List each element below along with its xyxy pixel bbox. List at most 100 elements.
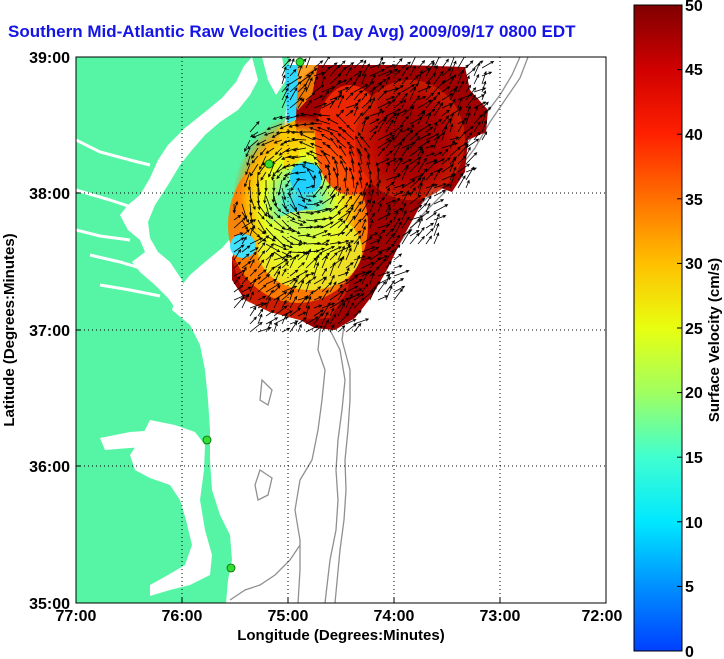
velocity-arrow bbox=[401, 98, 406, 109]
velocity-arrow bbox=[249, 291, 254, 301]
velocity-arrow bbox=[241, 245, 251, 253]
velocity-arrow bbox=[257, 241, 266, 253]
velocity-arrow bbox=[369, 251, 383, 261]
velocity-arrow bbox=[465, 167, 477, 173]
velocity-arrow bbox=[361, 181, 369, 197]
velocity-arrow bbox=[313, 225, 324, 229]
velocity-arrow bbox=[249, 195, 256, 211]
velocity-arrow bbox=[361, 92, 368, 101]
velocity-arrow bbox=[241, 276, 249, 285]
velocity-arrow bbox=[297, 98, 305, 109]
velocity-arrow bbox=[433, 102, 444, 117]
velocity-arrow bbox=[417, 140, 431, 149]
velocity-arrow bbox=[481, 101, 489, 109]
velocity-arrow bbox=[305, 257, 318, 269]
velocity-arrow bbox=[329, 307, 335, 317]
colorbar-tick-label: 25 bbox=[685, 321, 703, 338]
y-tick-labels: 39:00 38:00 37:00 36:00 35:00 bbox=[29, 50, 70, 613]
velocity-arrow bbox=[449, 136, 460, 141]
velocity-arrow bbox=[297, 251, 308, 261]
velocity-arrow bbox=[465, 146, 471, 157]
velocity-arrow bbox=[330, 137, 339, 149]
velocity-arrow bbox=[409, 135, 421, 149]
velocity-arrow bbox=[393, 285, 406, 293]
velocity-arrow bbox=[401, 164, 409, 181]
velocity-arrow bbox=[281, 312, 288, 325]
radar-station bbox=[295, 57, 305, 67]
colorbar-tick-label: 10 bbox=[685, 515, 703, 532]
velocity-arrow bbox=[353, 230, 362, 237]
velocity-arrow bbox=[281, 87, 289, 101]
velocity-arrow bbox=[271, 171, 275, 181]
velocity-arrow bbox=[329, 205, 339, 213]
velocity-arrow bbox=[285, 179, 291, 188]
velocity-arrow bbox=[376, 182, 380, 197]
velocity-arrow bbox=[433, 79, 446, 93]
velocity-arrow bbox=[281, 66, 287, 77]
velocity-arrow bbox=[273, 139, 283, 144]
velocity-arrow bbox=[457, 120, 465, 133]
velocity-arrow bbox=[257, 250, 266, 261]
velocity-arrow bbox=[276, 171, 283, 180]
velocity-arrow bbox=[249, 251, 257, 261]
velocity-arrow bbox=[481, 109, 488, 125]
velocity-arrow bbox=[351, 175, 355, 189]
velocity-arrow bbox=[337, 133, 347, 141]
velocity-arrow bbox=[257, 302, 268, 309]
velocity-arrow bbox=[309, 150, 323, 157]
velocity-arrow bbox=[329, 64, 341, 77]
velocity-arrow bbox=[433, 168, 444, 173]
velocity-arrow bbox=[353, 288, 363, 293]
velocity-arrow bbox=[305, 92, 316, 101]
velocity-arrow bbox=[433, 122, 438, 133]
velocity-arrow bbox=[281, 155, 291, 160]
velocity-arrow bbox=[409, 65, 416, 77]
velocity-arrow bbox=[291, 163, 307, 167]
velocity-arrow bbox=[441, 125, 448, 141]
velocity-arrow bbox=[449, 87, 457, 101]
velocity-arrow bbox=[271, 187, 276, 203]
velocity-arrow bbox=[369, 178, 373, 189]
velocity-arrow bbox=[393, 57, 403, 69]
velocity-arrow bbox=[409, 232, 420, 245]
velocity-arrow bbox=[320, 150, 331, 157]
velocity-arrow bbox=[345, 110, 354, 117]
velocity-arrow bbox=[329, 281, 337, 293]
velocity-arrow bbox=[298, 130, 314, 134]
velocity-arrow bbox=[385, 87, 399, 93]
velocity-arrow bbox=[326, 117, 339, 125]
velocity-arrow bbox=[441, 115, 450, 125]
velocity-arrow bbox=[385, 285, 393, 301]
velocity-arrow bbox=[241, 229, 250, 237]
velocity-arrow bbox=[257, 308, 264, 317]
velocity-arrow bbox=[417, 197, 426, 205]
velocity-arrow bbox=[417, 110, 425, 125]
velocity-arrow bbox=[281, 251, 293, 258]
velocity-arrow bbox=[268, 163, 275, 178]
velocity-arrow bbox=[393, 78, 402, 85]
velocity-arrow bbox=[417, 147, 423, 157]
velocity-arrow bbox=[353, 310, 362, 317]
velocity-arrow bbox=[449, 146, 461, 157]
velocity-arrow bbox=[289, 87, 298, 101]
velocity-arrow bbox=[457, 69, 464, 85]
velocity-arrow bbox=[273, 258, 289, 269]
velocity-arrow bbox=[297, 203, 308, 209]
velocity-arrow bbox=[377, 280, 387, 293]
velocity-arrow bbox=[305, 99, 312, 109]
velocity-arrow bbox=[313, 230, 328, 237]
velocity-arrow bbox=[285, 129, 299, 134]
velocity-arrow bbox=[257, 227, 266, 235]
velocity-arrow bbox=[281, 187, 287, 201]
velocity-arrow bbox=[353, 98, 361, 109]
velocity-arrow bbox=[385, 158, 397, 165]
velocity-arrow bbox=[251, 147, 259, 159]
velocity-arrow bbox=[425, 126, 434, 133]
x-axis-label: Longitude (Degrees:Minutes) bbox=[237, 627, 445, 644]
velocity-arrow bbox=[233, 296, 245, 309]
velocity-arrow bbox=[393, 157, 403, 173]
velocity-arrow bbox=[393, 100, 404, 109]
velocity-arrow bbox=[393, 191, 404, 197]
velocity-arrow bbox=[233, 232, 244, 237]
velocity-arrow bbox=[305, 57, 311, 69]
